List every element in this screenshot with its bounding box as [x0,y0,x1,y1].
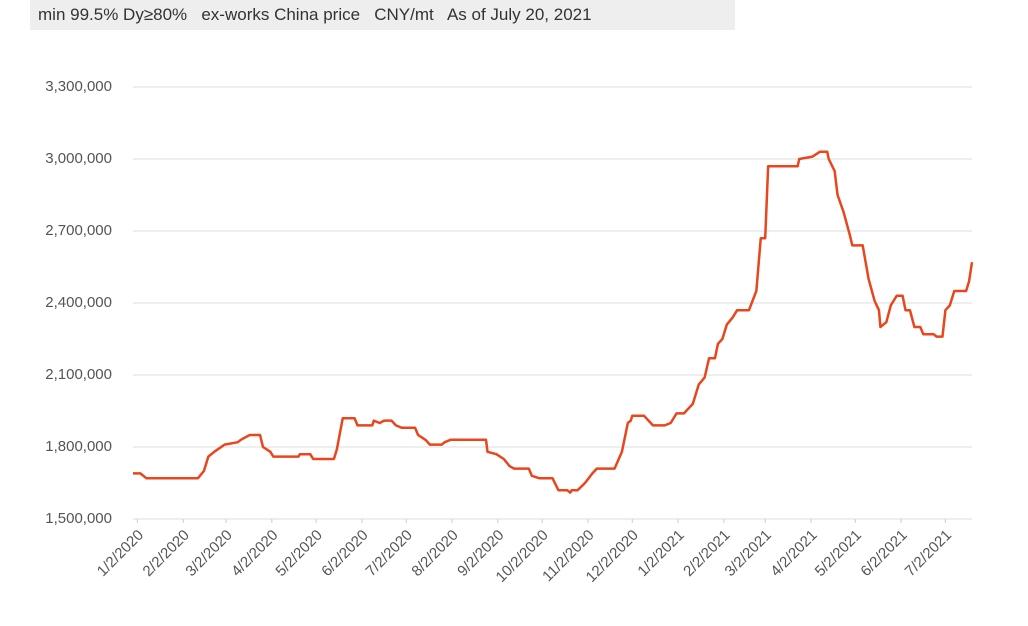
x-tick-label: 5/2/2020 [272,527,325,580]
x-tick-label: 3/2/2020 [182,527,235,580]
x-tick-label: 6/2/2020 [318,527,371,580]
y-tick-label: 2,100,000 [45,366,112,383]
x-tick-label: 2/2/2020 [140,527,193,580]
y-tick-label: 3,000,000 [45,150,112,167]
x-tick-label: 1/2/2021 [634,527,687,580]
x-tick-label: 6/2/2021 [857,527,910,580]
x-tick-label: 4/2/2020 [228,527,281,580]
x-tick-label: 3/2/2021 [722,527,775,580]
x-tick-label: 1/2/2020 [94,527,147,580]
x-tick-label: 7/2/2020 [363,527,416,580]
x-tick-label: 7/2/2021 [902,527,955,580]
x-tick-label: 4/2/2021 [767,527,820,580]
x-tick-label: 8/2/2020 [408,527,461,580]
chart-title: min 99.5% Dy≥80% ex-works China price CN… [30,0,735,30]
y-tick-label: 3,300,000 [45,78,112,95]
y-tick-label: 2,700,000 [45,222,112,239]
y-tick-label: 1,800,000 [45,438,112,455]
y-tick-label: 2,400,000 [45,294,112,311]
x-tick-label: 5/2/2021 [812,527,865,580]
y-tick-label: 1,500,000 [45,510,112,527]
price-line [133,150,974,494]
